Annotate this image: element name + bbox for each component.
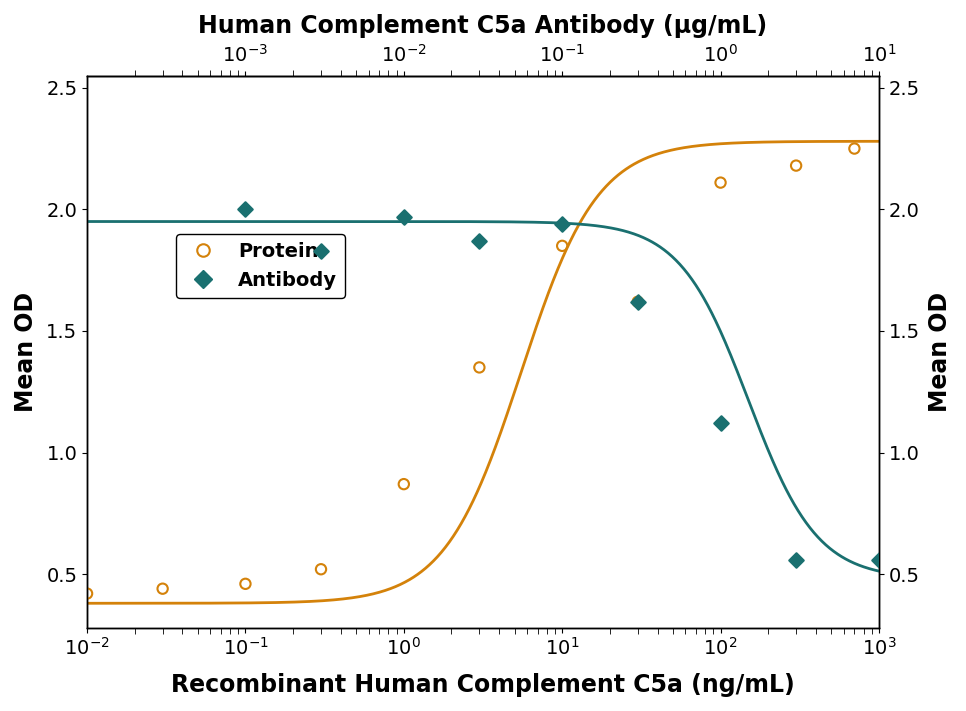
Point xyxy=(313,564,328,575)
Point xyxy=(713,177,728,188)
Point xyxy=(554,240,570,252)
Point xyxy=(79,588,95,599)
Y-axis label: Mean OD: Mean OD xyxy=(928,292,952,412)
Point xyxy=(238,203,253,215)
Point xyxy=(788,554,804,565)
Point xyxy=(846,143,862,154)
X-axis label: Recombinant Human Complement C5a (ng/mL): Recombinant Human Complement C5a (ng/mL) xyxy=(171,673,795,697)
Point xyxy=(713,417,728,429)
Point xyxy=(947,564,962,575)
Point xyxy=(630,296,645,307)
Point xyxy=(313,245,328,257)
Point xyxy=(155,583,170,594)
Point xyxy=(788,160,804,171)
Point xyxy=(471,362,487,373)
Point xyxy=(871,554,887,565)
Point xyxy=(396,211,412,223)
Point xyxy=(396,479,412,490)
Point xyxy=(238,578,253,589)
Point xyxy=(630,296,645,307)
Point xyxy=(471,235,487,247)
Point xyxy=(554,218,570,230)
Y-axis label: Mean OD: Mean OD xyxy=(14,292,38,412)
X-axis label: Human Complement C5a Antibody (μg/mL): Human Complement C5a Antibody (μg/mL) xyxy=(198,14,768,38)
Legend: Protein, Antibody: Protein, Antibody xyxy=(176,235,345,298)
